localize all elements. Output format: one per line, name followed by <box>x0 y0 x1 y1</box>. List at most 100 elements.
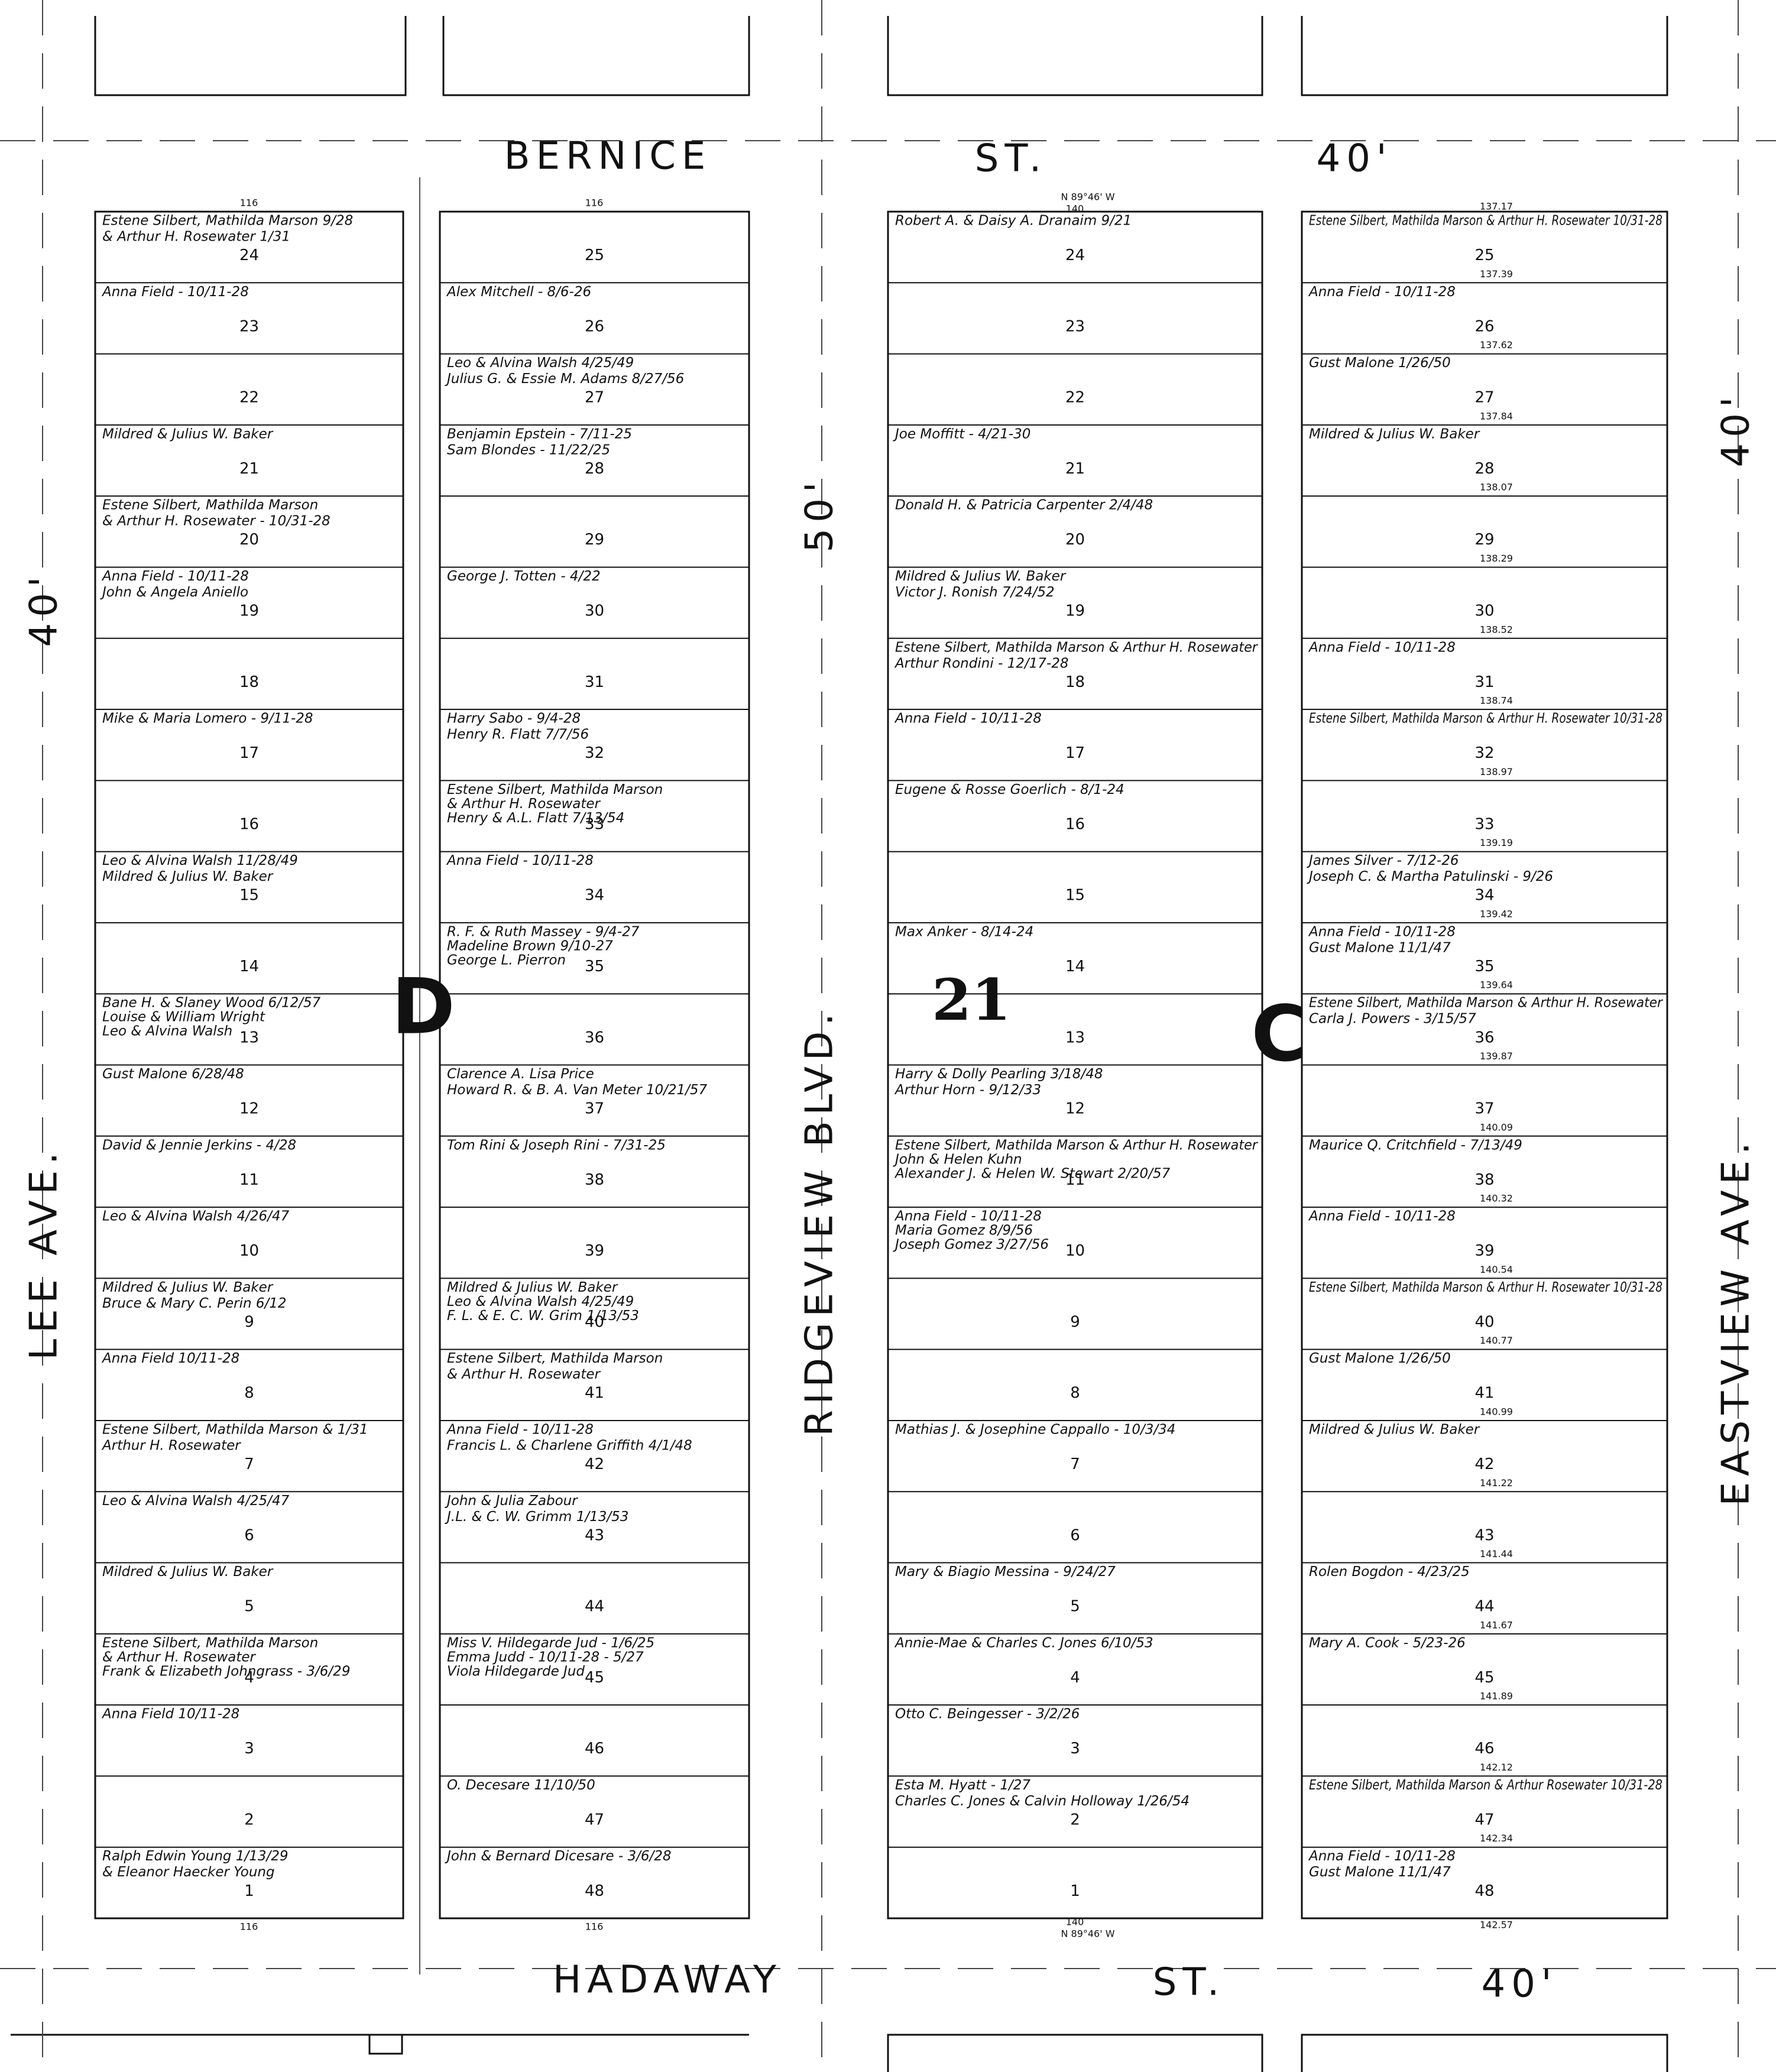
lot-number: 45 <box>585 1669 604 1687</box>
lot-number: 16 <box>239 815 259 833</box>
owner-note: Leo & Alvina Walsh 11/28/49 <box>102 853 298 868</box>
owner-note: Anna Field - 10/11-28 <box>894 1209 1042 1224</box>
lot-width: 140.32 <box>1480 1193 1513 1204</box>
owner-note: & Arthur H. Rosewater <box>447 1367 601 1382</box>
lot-width: 138.97 <box>1480 766 1513 777</box>
lot-width: 138.52 <box>1480 624 1513 635</box>
street-suffix: ST. <box>975 137 1047 181</box>
lot-number: 2 <box>244 1811 254 1828</box>
owner-note: Estene Silbert, Mathilda Marson <box>102 1635 318 1651</box>
lot-number: 18 <box>1065 673 1085 691</box>
owner-note: Anna Field - 10/11-28 <box>1308 284 1456 300</box>
owner-note: Estene Silbert, Mathilda Marson & 1/31 <box>102 1422 368 1437</box>
owner-note: Frank & Elizabeth Johngrass - 3/6/29 <box>102 1664 350 1679</box>
lot-number: 33 <box>585 815 604 833</box>
owner-note: Ralph Edwin Young 1/13/29 <box>102 1849 289 1864</box>
owner-note: Estene Silbert, Mathilda Marson & Arthur… <box>895 640 1258 655</box>
owner-note: Gust Malone 11/1/47 <box>1309 940 1451 955</box>
lot-number: 1 <box>1070 1882 1080 1900</box>
owner-note: Anna Field - 10/11-28 <box>1308 1849 1456 1864</box>
lot-number: 12 <box>239 1100 259 1118</box>
lot-number: 34 <box>1474 887 1494 904</box>
owner-note: & Eleanor Haecker Young <box>102 1865 275 1880</box>
street-name: HADAWAY <box>553 1958 782 2002</box>
owner-note: Leo & Alvina Walsh 4/25/49 <box>447 355 634 371</box>
lot-width: 139.64 <box>1480 980 1513 991</box>
upper-blocks <box>94 16 1668 96</box>
lot-number: 24 <box>239 247 259 264</box>
lot-width: 137.39 <box>1480 268 1513 280</box>
owner-note: Esta M. Hyatt - 1/27 <box>895 1778 1030 1793</box>
lot-number: 30 <box>1474 602 1494 620</box>
lot-number: 42 <box>1474 1455 1494 1473</box>
owner-note: Rolen Bogdon - 4/23/25 <box>1309 1564 1470 1580</box>
owner-note: Annie-Mae & Charles C. Jones 6/10/53 <box>894 1635 1153 1651</box>
lot-number: 25 <box>585 247 604 264</box>
lower-notch <box>368 2035 403 2055</box>
owner-note: Anna Field - 10/11-28 <box>446 1422 594 1437</box>
owner-note: Mike & Maria Lomero - 9/11-28 <box>102 711 313 727</box>
lot-number: 3 <box>1070 1740 1080 1758</box>
street-width: 40' <box>1481 1963 1557 2006</box>
owner-note: Arthur Rondini - 12/17-28 <box>894 656 1069 671</box>
owner-note: Carla J. Powers - 3/15/57 <box>1309 1011 1476 1027</box>
lot-number: 35 <box>585 958 604 975</box>
lot-number: 20 <box>1065 531 1085 549</box>
owner-note: & Arthur H. Rosewater 1/31 <box>102 229 290 245</box>
lot-number: 9 <box>1070 1313 1080 1331</box>
lot-number: 46 <box>585 1740 604 1758</box>
owner-note: Sam Blondes - 11/22/25 <box>447 442 610 458</box>
owner-note: John & Julia Zabour <box>445 1493 578 1509</box>
owner-note: & Arthur H. Rosewater <box>102 1649 257 1665</box>
lot-number: 19 <box>1065 602 1085 620</box>
lot-number: 22 <box>239 389 259 407</box>
owner-note: John & Helen Kuhn <box>893 1152 1022 1167</box>
lot-number: 29 <box>1474 531 1494 549</box>
lot-number: 10 <box>1065 1242 1085 1260</box>
lot-number: 23 <box>1065 317 1085 335</box>
owner-note: Mildred & Julius W. Baker <box>1309 1422 1480 1437</box>
dimension: 116 <box>585 197 604 209</box>
lot-number: 15 <box>1065 887 1085 904</box>
lot-number: 21 <box>239 460 259 478</box>
lot-number: 9 <box>244 1313 254 1331</box>
owner-note: & Arthur H. Rosewater - 10/31-28 <box>102 514 330 529</box>
street-name: BERNICE <box>504 135 712 179</box>
lot-number: 8 <box>244 1384 254 1402</box>
lot-number: 2 <box>1070 1811 1080 1828</box>
owner-note: Mary & Biagio Messina - 9/24/27 <box>895 1564 1116 1580</box>
owner-note: J.L. & C. W. Grimm 1/13/53 <box>445 1509 628 1525</box>
dimension: 116 <box>240 1921 258 1932</box>
lot-width: 137.17 <box>1480 201 1513 212</box>
owner-note: Mildred & Julius W. Baker <box>1309 426 1480 442</box>
block-letter: D <box>391 962 455 1052</box>
dimension: 116 <box>240 197 258 209</box>
lot-number: 16 <box>1065 815 1085 833</box>
owner-note: F. L. & E. C. W. Grim 1/13/53 <box>447 1308 639 1324</box>
owner-note: Anna Field - 10/11-28 <box>101 284 249 300</box>
lot-number: 24 <box>1065 247 1085 264</box>
lot-number: 22 <box>1065 389 1085 407</box>
owner-note: Harry Sabo - 9/4-28 <box>447 711 581 727</box>
owner-note: Harry & Dolly Pearling 3/18/48 <box>895 1066 1103 1082</box>
owner-note: Emma Judd - 10/11-28 - 5/27 <box>447 1649 644 1665</box>
lot-number: 47 <box>1474 1811 1494 1828</box>
owner-note: Anna Field - 10/11-28 <box>1308 1209 1456 1224</box>
owner-note: Arthur Horn - 9/12/33 <box>894 1082 1041 1098</box>
owner-note: Tom Rini & Joseph Rini - 7/31-25 <box>447 1137 666 1153</box>
street-name: RIDGEVIEW BLVD. <box>798 1007 842 1436</box>
owner-note: Estene Silbert, Mathilda Marson & Arthur… <box>1309 996 1663 1011</box>
lot-width: 140.54 <box>1480 1264 1513 1275</box>
lot-number: 37 <box>585 1100 604 1118</box>
owner-note: Howard R. & B. A. Van Meter 10/21/57 <box>447 1082 708 1098</box>
owner-note: Gust Malone 11/1/47 <box>1309 1865 1451 1880</box>
owner-note: Mathias J. & Josephine Cappallo - 10/3/3… <box>895 1422 1175 1437</box>
owner-note: R. F. & Ruth Massey - 9/4-27 <box>447 924 640 939</box>
owner-note: Viola Hildegarde Jud <box>447 1664 585 1679</box>
owner-note: Anna Field - 10/11-28 <box>446 853 594 868</box>
lot-number: 28 <box>1474 460 1494 478</box>
lot-number: 36 <box>1474 1029 1494 1046</box>
owner-note: Mildred & Julius W. Baker <box>102 426 274 442</box>
lot-number: 26 <box>585 317 604 335</box>
owner-note: Mildred & Julius W. Baker <box>447 1280 618 1295</box>
